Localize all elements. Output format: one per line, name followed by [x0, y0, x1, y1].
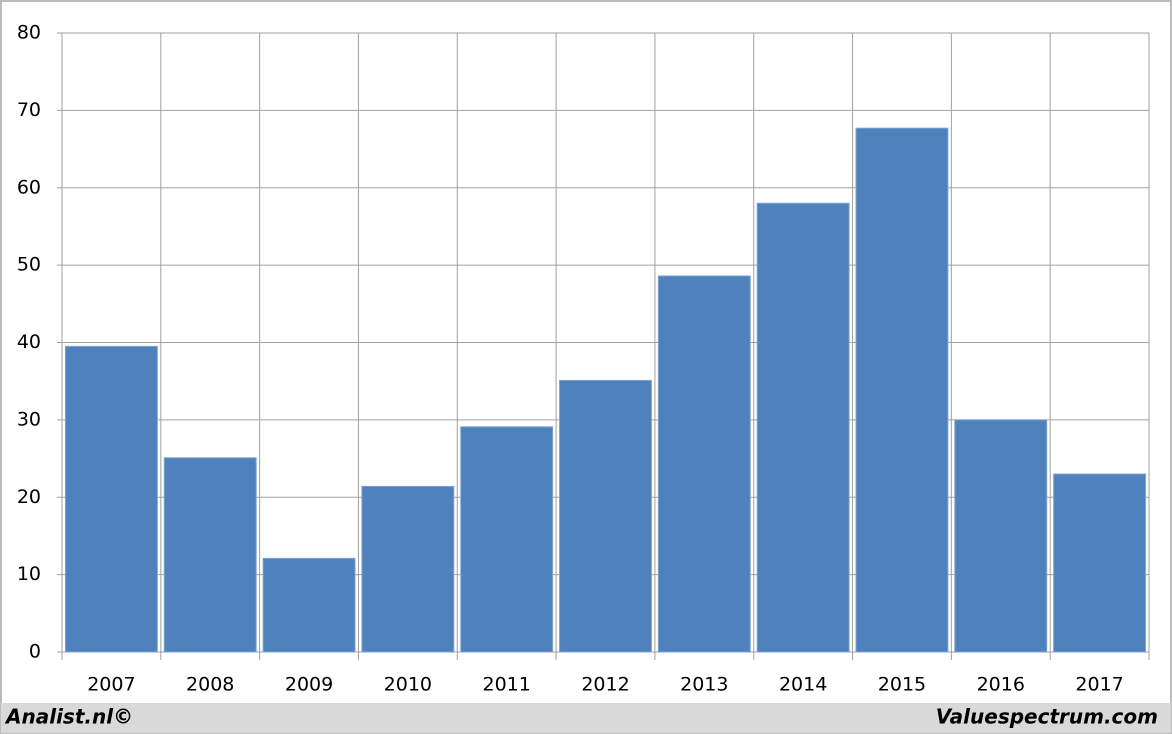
x-tick-label: 2014 — [779, 674, 827, 696]
bar — [1053, 473, 1147, 653]
y-tick-label: 70 — [17, 99, 41, 121]
bar — [262, 557, 356, 653]
y-tick-label: 0 — [29, 641, 41, 663]
footer-right: Valuespectrum.com — [936, 705, 1158, 729]
x-tick-label: 2015 — [878, 674, 926, 696]
bar — [657, 275, 751, 653]
x-tick-label: 2011 — [483, 674, 531, 696]
bar — [64, 345, 158, 653]
x-tick-label: 2008 — [186, 674, 234, 696]
footer-left: Analist.nl© — [4, 705, 133, 729]
x-tick-label: 2013 — [680, 674, 728, 696]
bar — [855, 127, 949, 653]
x-tick-label: 2010 — [384, 674, 432, 696]
bar — [163, 457, 257, 653]
y-tick-label: 50 — [17, 254, 41, 276]
y-tick-label: 80 — [17, 22, 41, 44]
y-tick-label: 40 — [17, 331, 41, 353]
x-tick-label: 2012 — [581, 674, 629, 696]
y-tick-label: 30 — [17, 408, 41, 430]
x-tick-label: 2016 — [977, 674, 1025, 696]
bar — [559, 379, 652, 653]
bar — [756, 202, 850, 653]
footer-bar — [1, 703, 1171, 733]
x-tick-label: 2007 — [87, 674, 135, 696]
y-tick-label: 10 — [17, 563, 41, 585]
x-tick-label: 2017 — [1075, 674, 1123, 696]
bar — [361, 485, 455, 653]
bar — [954, 419, 1048, 653]
bar — [460, 426, 554, 653]
x-tick-label: 2009 — [285, 674, 333, 696]
y-tick-label: 20 — [17, 486, 41, 508]
y-tick-label: 60 — [17, 176, 41, 198]
